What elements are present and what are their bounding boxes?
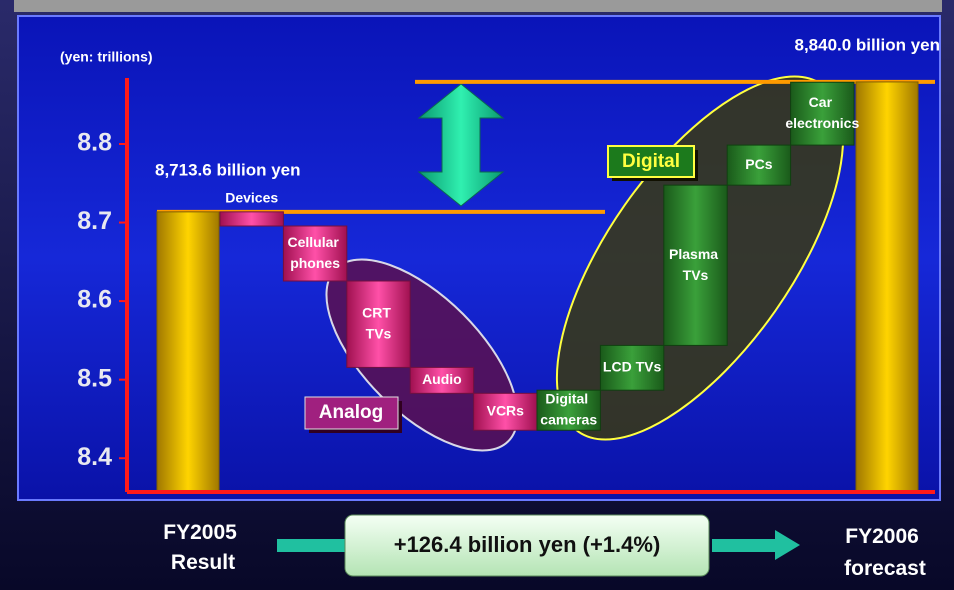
analog-label: Analog (319, 402, 383, 423)
segment (346, 280, 411, 368)
difference-arrow (417, 83, 505, 207)
segment (536, 389, 601, 431)
start-label: FY2005 Result (163, 521, 242, 574)
segment-label: LCD TVs (603, 359, 662, 375)
segment-label: Cellular phones (287, 234, 342, 271)
waterfall: 8.4 8.5 8.6 8.7 8.8 Devices Cellular phones CRT… (77, 78, 935, 580)
segment-label: VCRs (487, 402, 525, 418)
left-arrow (277, 539, 345, 552)
digital-box (607, 145, 695, 178)
y-tick-label: 8.5 (77, 364, 112, 392)
segment (282, 225, 348, 282)
segment-label: CRT TVs (362, 304, 395, 341)
right-arrow (712, 530, 800, 560)
segment-label: Digital cameras (540, 390, 597, 427)
segment (219, 211, 284, 227)
segment-label: Audio (422, 371, 462, 387)
segment (790, 81, 855, 146)
analog-box (304, 396, 399, 430)
segment-label: Plasma TVs (669, 245, 722, 282)
title-strip (14, 0, 942, 12)
summary: +126.4 billion yen (+1.4%) (394, 532, 661, 557)
segment-label: PCs (745, 156, 772, 172)
y-tick-label: 8.4 (77, 443, 112, 471)
y-axis-label: (yen: trillions) (60, 49, 153, 65)
end-bar (855, 81, 919, 493)
segment-label: Devices (225, 190, 278, 206)
segment-label: Car electronics (785, 94, 859, 131)
digital-label: Digital (622, 151, 680, 172)
segment (663, 184, 728, 346)
start-bar (156, 211, 220, 493)
segment (599, 344, 665, 391)
segment (409, 366, 475, 394)
end-annotation: 8,840.0 billion yen (794, 35, 940, 54)
summary-box (344, 514, 710, 577)
start-annotation: 8,713.6 billion yen (155, 160, 301, 179)
end-label: FY2006 forecast (844, 525, 926, 580)
segment (726, 144, 792, 186)
y-tick-label: 8.8 (77, 129, 112, 157)
y-tick-label: 8.6 (77, 286, 112, 314)
y-tick-label: 8.7 (77, 207, 112, 235)
